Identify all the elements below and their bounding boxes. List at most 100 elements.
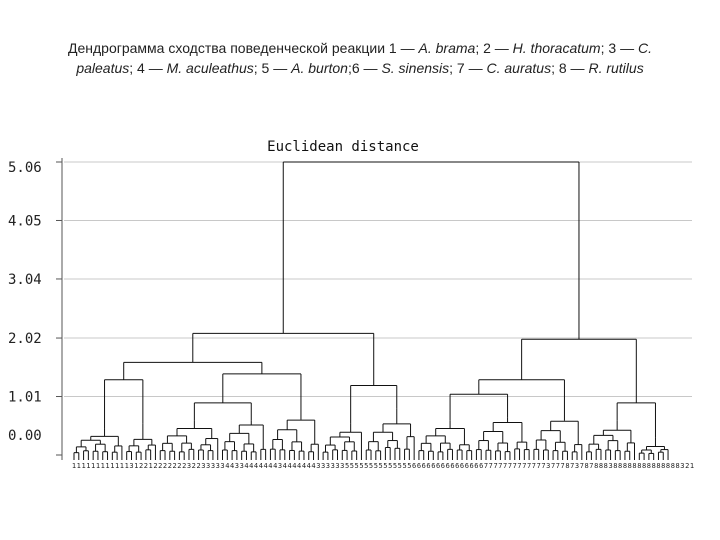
- leaf-label: 2: [158, 462, 162, 470]
- leaf-label: 8: [565, 462, 569, 470]
- leaf-label: 5: [355, 462, 359, 470]
- leaf-label: 7: [537, 462, 541, 470]
- leaf-label: 2: [192, 462, 196, 470]
- leaf-label: 4: [307, 462, 311, 470]
- leaf-label: 2: [177, 462, 181, 470]
- leaf-label: 1: [77, 462, 81, 470]
- leaf-label: 5: [388, 462, 392, 470]
- leaf-label: 2: [163, 462, 167, 470]
- species-name: M. aculeathus: [166, 60, 254, 76]
- caption-text: ; 3 —: [600, 40, 638, 56]
- leaf-label: 6: [441, 462, 445, 470]
- leaf-label: 4: [292, 462, 296, 470]
- leaf-label: 4: [264, 462, 268, 470]
- leaf-label: 1: [91, 462, 95, 470]
- leaf-label: 2: [139, 462, 143, 470]
- leaf-label: 1: [105, 462, 109, 470]
- chart-title: Euclidean distance: [267, 139, 419, 155]
- leaf-label: 4: [230, 462, 234, 470]
- leaf-label: 7: [522, 462, 526, 470]
- caption-text: ; 2 —: [475, 40, 513, 56]
- leaf-label: 7: [503, 462, 507, 470]
- leaf-label: 3: [575, 462, 579, 470]
- leaf-label: 8: [676, 462, 680, 470]
- species-name: A. brama: [418, 40, 476, 56]
- leaf-label: 6: [460, 462, 464, 470]
- species-name: C. paleatus: [76, 40, 652, 76]
- leaf-label: 8: [618, 462, 622, 470]
- leaf-label: 3: [240, 462, 244, 470]
- caption-text: ; 4 —: [129, 60, 167, 76]
- leaf-label: 5: [383, 462, 387, 470]
- leaf-label: 7: [484, 462, 488, 470]
- leaf-label: 7: [551, 462, 555, 470]
- leaf-label: 7: [498, 462, 502, 470]
- leaf-label: 4: [311, 462, 315, 470]
- caption-text: ; 8 —: [551, 60, 589, 76]
- leaf-label: 8: [623, 462, 627, 470]
- leaf-label: 8: [656, 462, 660, 470]
- leaf-label: 2: [144, 462, 148, 470]
- leaf-label: 3: [187, 462, 191, 470]
- leaf-label: 8: [671, 462, 675, 470]
- leaf-label: 5: [393, 462, 397, 470]
- leaf-label: 5: [359, 462, 363, 470]
- leaf-label: 6: [426, 462, 430, 470]
- leaf-label: 2: [182, 462, 186, 470]
- leaf-label: 1: [115, 462, 119, 470]
- y-tick-label: 0.00: [8, 428, 42, 444]
- leaf-label: 6: [417, 462, 421, 470]
- leaf-label: 8: [661, 462, 665, 470]
- leaf-label: 8: [594, 462, 598, 470]
- leaf-label: 1: [72, 462, 76, 470]
- leaf-label: 3: [201, 462, 205, 470]
- leaf-label: 3: [235, 462, 239, 470]
- leaf-label: 4: [244, 462, 248, 470]
- y-tick-label: 5.06: [8, 160, 42, 176]
- leaf-label: 3: [680, 462, 684, 470]
- leaf-label: 4: [287, 462, 291, 470]
- leaf-label: 3: [321, 462, 325, 470]
- leaf-label: 1: [125, 462, 129, 470]
- leaf-label: 1: [134, 462, 138, 470]
- species-name: S. sinensis: [381, 60, 450, 76]
- leaf-label: 3: [608, 462, 612, 470]
- species-name: R. rutilus: [588, 60, 644, 76]
- caption-text: Дендрограмма сходства поведенческой реак…: [68, 40, 419, 56]
- leaf-label: 7: [570, 462, 574, 470]
- leaf-label: 7: [489, 462, 493, 470]
- leaf-label: 8: [637, 462, 641, 470]
- leaf-label: 5: [350, 462, 354, 470]
- leaf-label: 6: [455, 462, 459, 470]
- leaf-label: 4: [283, 462, 287, 470]
- leaf-label: 1: [149, 462, 153, 470]
- leaf-label: 6: [450, 462, 454, 470]
- species-name: A. burton: [291, 60, 348, 76]
- leaf-label: 7: [532, 462, 536, 470]
- y-tick-label: 3.04: [8, 272, 42, 288]
- leaf-label: 3: [211, 462, 215, 470]
- leaf-label: 3: [326, 462, 330, 470]
- leaf-label: 4: [249, 462, 253, 470]
- leaf-label: 8: [652, 462, 656, 470]
- leaf-label: 7: [493, 462, 497, 470]
- leaf-label: 8: [647, 462, 651, 470]
- leaf-label: 8: [584, 462, 588, 470]
- leaf-label: 5: [364, 462, 368, 470]
- leaf-label: 7: [556, 462, 560, 470]
- leaf-label: 7: [527, 462, 531, 470]
- leaf-label: 3: [216, 462, 220, 470]
- leaf-label: 4: [254, 462, 258, 470]
- leaf-label: 7: [517, 462, 521, 470]
- leaf-label: 6: [446, 462, 450, 470]
- leaf-label: 4: [297, 462, 301, 470]
- leaf-label: 8: [604, 462, 608, 470]
- leaf-label: 5: [402, 462, 406, 470]
- leaf-label: 7: [508, 462, 512, 470]
- leaf-label: 8: [613, 462, 617, 470]
- leaf-label: 5: [398, 462, 402, 470]
- leaf-label: 7: [541, 462, 545, 470]
- species-name: H. thoracatum: [512, 40, 601, 56]
- leaf-label: 7: [513, 462, 517, 470]
